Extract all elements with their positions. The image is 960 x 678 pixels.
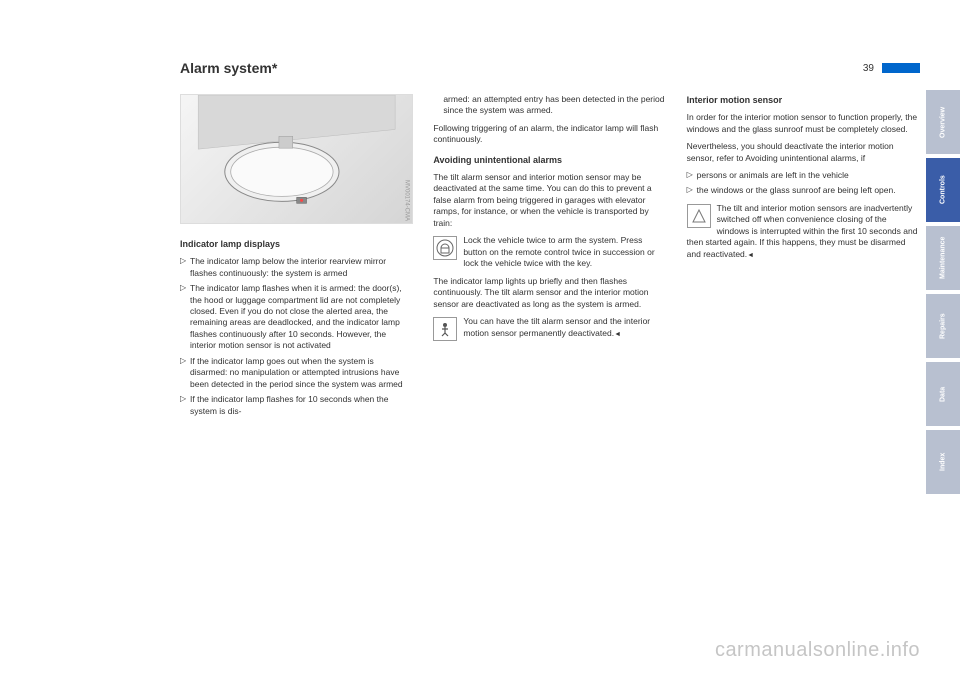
list-item: ▷The indicator lamp below the interior r… [180, 256, 413, 279]
page-title: Alarm system* [180, 60, 277, 76]
bullet-text: If the indicator lamp goes out when the … [190, 356, 413, 390]
list-item: ▷persons or animals are left in the vehi… [687, 170, 920, 181]
note-text: You can have the tilt alarm sensor and t… [463, 316, 650, 337]
tab-data[interactable]: Data [926, 362, 960, 426]
bullet-icon: ▷ [180, 394, 190, 417]
continuation-text: armed: an attempted entry has been detec… [433, 94, 666, 117]
bullet-text: The indicator lamp below the interior re… [190, 256, 413, 279]
person-icon [433, 317, 457, 341]
bullet-text: If the indicator lamp flashes for 10 sec… [190, 394, 413, 417]
lock-icon [433, 236, 457, 260]
bullet-text: persons or animals are left in the vehic… [697, 170, 920, 181]
bullet-icon: ▷ [180, 356, 190, 390]
bullet-icon: ▷ [687, 170, 697, 181]
bullet-text: the windows or the glass sunroof are bei… [697, 185, 920, 196]
info-icon [687, 204, 711, 228]
note-text: The tilt and interior motion sensors are… [687, 203, 918, 259]
bullet-icon: ▷ [180, 256, 190, 279]
tab-maintenance[interactable]: Maintenance [926, 226, 960, 290]
body-text: Lock the vehicle twice to arm the system… [433, 235, 666, 269]
tab-index[interactable]: Index [926, 430, 960, 494]
header-accent-block [882, 63, 920, 73]
bullet-icon: ▷ [687, 185, 697, 196]
body-text: The tilt alarm sensor and interior motio… [433, 172, 666, 229]
end-arrow-icon [747, 249, 754, 259]
tab-repairs[interactable]: Repairs [926, 294, 960, 358]
subhead-indicator-lamp: Indicator lamp displays [180, 238, 413, 250]
section-tabs-sidebar: Overview Controls Maintenance Repairs Da… [926, 90, 960, 494]
list-item: ▷the windows or the glass sunroof are be… [687, 185, 920, 196]
column-1: MV00174-CMA Indicator lamp displays ▷The… [180, 94, 413, 421]
bullet-text: The indicator lamp flashes when it is ar… [190, 283, 413, 352]
column-2: armed: an attempted entry has been detec… [433, 94, 666, 421]
content-columns: MV00174-CMA Indicator lamp displays ▷The… [180, 94, 920, 421]
list-item: ▷The indicator lamp flashes when it is a… [180, 283, 413, 352]
watermark-text: carmanualsonline.info [715, 639, 920, 662]
body-text: Nevertheless, you should deactivate the … [687, 141, 920, 164]
page-header: Alarm system* 39 [180, 60, 920, 76]
list-item: ▷If the indicator lamp flashes for 10 se… [180, 394, 413, 417]
page-number: 39 [863, 63, 874, 74]
body-text: Following triggering of an alarm, the in… [433, 123, 666, 146]
body-text: In order for the interior motion sensor … [687, 112, 920, 135]
tab-controls[interactable]: Controls [926, 158, 960, 222]
body-text: The indicator lamp lights up briefly and… [433, 276, 666, 310]
subhead-avoiding-alarms: Avoiding unintentional alarms [433, 154, 666, 166]
end-arrow-icon [614, 328, 621, 338]
subhead-interior-sensor: Interior motion sensor [687, 94, 920, 106]
bullet-icon: ▷ [180, 283, 190, 352]
illustration-code: MV00174-CMA [402, 180, 410, 221]
mirror-illustration: MV00174-CMA [180, 94, 413, 224]
column-3: Interior motion sensor In order for the … [687, 94, 920, 421]
list-item: ▷If the indicator lamp goes out when the… [180, 356, 413, 390]
tab-overview[interactable]: Overview [926, 90, 960, 154]
